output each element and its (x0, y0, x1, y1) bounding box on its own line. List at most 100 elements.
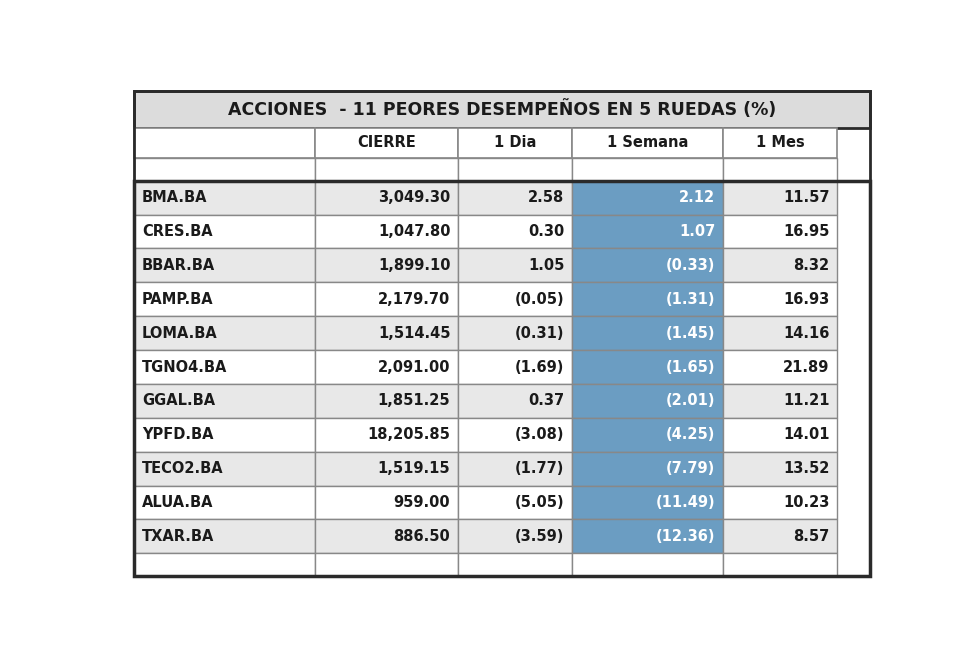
Text: (1.65): (1.65) (665, 360, 715, 374)
Text: LOMA.BA: LOMA.BA (142, 326, 218, 340)
Text: 11.57: 11.57 (783, 190, 829, 205)
Text: TXAR.BA: TXAR.BA (142, 529, 215, 544)
Bar (458, 485, 572, 519)
Text: (7.79): (7.79) (666, 461, 715, 476)
Text: 8.57: 8.57 (793, 529, 829, 544)
Text: ALUA.BA: ALUA.BA (142, 495, 214, 510)
Bar (134, 181, 870, 577)
Text: (12.36): (12.36) (656, 529, 715, 544)
Bar (458, 316, 572, 350)
Bar (315, 181, 458, 215)
Bar (458, 215, 572, 249)
Text: 1,514.45: 1,514.45 (378, 326, 451, 340)
Text: PAMP.BA: PAMP.BA (142, 292, 214, 307)
Bar (572, 553, 723, 577)
Bar (572, 452, 723, 485)
Text: 13.52: 13.52 (783, 461, 829, 476)
Text: YPFD.BA: YPFD.BA (142, 428, 214, 442)
Bar (458, 452, 572, 485)
Bar (458, 249, 572, 283)
Bar (315, 553, 458, 577)
Text: (3.08): (3.08) (514, 428, 564, 442)
Bar (315, 519, 458, 553)
Bar (134, 316, 315, 350)
Bar (572, 128, 723, 158)
Bar (458, 128, 572, 158)
Bar (315, 485, 458, 519)
Bar (458, 519, 572, 553)
Bar (458, 283, 572, 316)
Bar (572, 283, 723, 316)
Text: 2,179.70: 2,179.70 (378, 292, 451, 307)
Bar (134, 452, 315, 485)
Bar (134, 249, 315, 283)
Bar (134, 128, 315, 158)
Text: 14.01: 14.01 (783, 428, 829, 442)
Bar (134, 553, 315, 577)
Bar (134, 519, 315, 553)
Text: CIERRE: CIERRE (357, 136, 416, 150)
Text: 1 Mes: 1 Mes (756, 136, 805, 150)
Bar (458, 350, 572, 384)
Bar (134, 384, 315, 418)
Text: BBAR.BA: BBAR.BA (142, 258, 216, 273)
Bar (134, 215, 315, 249)
Text: (4.25): (4.25) (666, 428, 715, 442)
Bar (723, 485, 837, 519)
Text: TECO2.BA: TECO2.BA (142, 461, 223, 476)
Bar (315, 350, 458, 384)
Text: 16.93: 16.93 (783, 292, 829, 307)
Text: TGNO4.BA: TGNO4.BA (142, 360, 227, 374)
Bar (572, 485, 723, 519)
Text: (3.59): (3.59) (515, 529, 564, 544)
Text: 0.37: 0.37 (528, 394, 564, 408)
Bar (572, 418, 723, 452)
Text: 2.12: 2.12 (679, 190, 715, 205)
Bar (134, 91, 870, 128)
Bar (723, 158, 837, 181)
Text: ACCIONES  - 11 PEORES DESEMPEÑOS EN 5 RUEDAS (%): ACCIONES - 11 PEORES DESEMPEÑOS EN 5 RUE… (228, 100, 776, 119)
Text: (1.69): (1.69) (515, 360, 564, 374)
Bar (572, 215, 723, 249)
Bar (723, 249, 837, 283)
Bar (134, 350, 315, 384)
Text: 2.58: 2.58 (528, 190, 564, 205)
Text: 1.05: 1.05 (528, 258, 564, 273)
Text: 11.21: 11.21 (783, 394, 829, 408)
Bar (723, 128, 837, 158)
Bar (315, 128, 458, 158)
Text: 16.95: 16.95 (783, 224, 829, 239)
Text: (11.49): (11.49) (656, 495, 715, 510)
Text: 1 Dia: 1 Dia (494, 136, 536, 150)
Bar (723, 181, 837, 215)
Bar (458, 553, 572, 577)
Bar (723, 553, 837, 577)
Bar (315, 215, 458, 249)
Text: 2,091.00: 2,091.00 (378, 360, 451, 374)
Text: 886.50: 886.50 (394, 529, 451, 544)
Bar (134, 485, 315, 519)
Text: 10.23: 10.23 (783, 495, 829, 510)
Bar (134, 283, 315, 316)
Bar (458, 384, 572, 418)
Bar (572, 181, 723, 215)
Bar (723, 283, 837, 316)
Bar (315, 249, 458, 283)
Text: 1,047.80: 1,047.80 (378, 224, 451, 239)
Bar (572, 384, 723, 418)
Text: 1,519.15: 1,519.15 (377, 461, 451, 476)
Bar (315, 452, 458, 485)
Text: (1.45): (1.45) (665, 326, 715, 340)
Text: 14.16: 14.16 (783, 326, 829, 340)
Bar (315, 418, 458, 452)
Text: (1.77): (1.77) (515, 461, 564, 476)
Bar (572, 316, 723, 350)
Bar (134, 418, 315, 452)
Bar (134, 158, 315, 181)
Text: (5.05): (5.05) (514, 495, 564, 510)
Bar (723, 316, 837, 350)
Bar (572, 249, 723, 283)
Text: 0.30: 0.30 (528, 224, 564, 239)
Bar (723, 215, 837, 249)
Text: GGAL.BA: GGAL.BA (142, 394, 215, 408)
